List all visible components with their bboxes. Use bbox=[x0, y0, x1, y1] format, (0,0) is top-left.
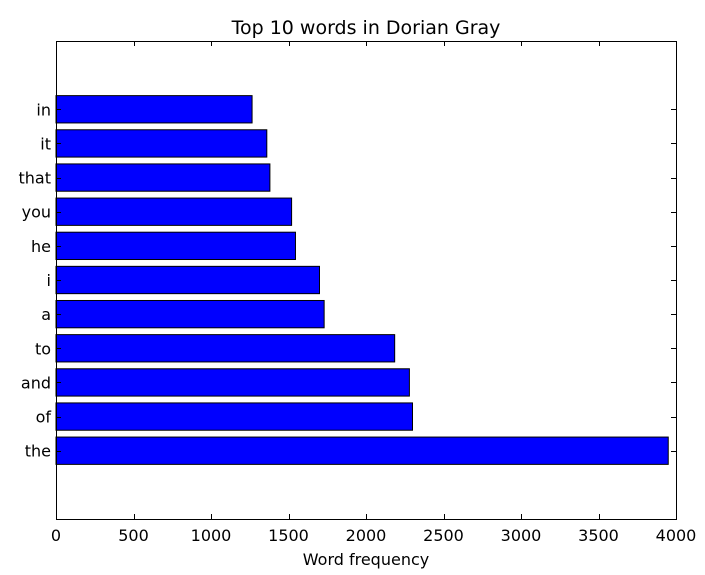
y-tick-label: i bbox=[47, 271, 51, 290]
x-tick-label: 3500 bbox=[578, 526, 619, 545]
bar-of bbox=[55, 402, 413, 431]
x-tick-label: 0 bbox=[51, 526, 61, 545]
x-tick-label: 2500 bbox=[423, 526, 464, 545]
plot-frame bbox=[56, 41, 677, 520]
bar-it bbox=[55, 129, 268, 158]
y-tick-label: and bbox=[21, 373, 51, 392]
x-tick-label: 1000 bbox=[191, 526, 232, 545]
y-tick-label: the bbox=[25, 442, 51, 461]
bar-you bbox=[55, 197, 293, 226]
x-axis-label: Word frequency bbox=[303, 550, 429, 569]
x-tick-label: 4000 bbox=[656, 526, 697, 545]
bar-that bbox=[55, 163, 271, 192]
x-tick-label: 1500 bbox=[268, 526, 309, 545]
y-tick-label: he bbox=[31, 237, 51, 256]
bar-and bbox=[55, 368, 410, 397]
x-tick-label: 3000 bbox=[501, 526, 542, 545]
y-tick-label: it bbox=[40, 134, 51, 153]
y-tick-label: of bbox=[36, 408, 52, 427]
bar-he bbox=[55, 231, 296, 261]
y-tick-label: that bbox=[19, 169, 52, 188]
y-tick-label: you bbox=[22, 203, 51, 222]
y-tick-label: in bbox=[36, 100, 51, 119]
bar-to bbox=[55, 334, 396, 363]
y-tick-label: to bbox=[35, 339, 51, 358]
chart-title: Top 10 words in Dorian Gray bbox=[231, 17, 501, 39]
bar-the bbox=[55, 436, 669, 465]
bar-i bbox=[55, 265, 320, 295]
ticks: the of and to ai he you that it in 0 500 1000 1500 200… bbox=[19, 41, 697, 545]
bar-a bbox=[55, 299, 325, 329]
bar-in bbox=[55, 95, 253, 124]
bars bbox=[55, 95, 669, 465]
x-tick-label: 500 bbox=[118, 526, 149, 545]
y-tick-label: a bbox=[41, 305, 51, 324]
x-tick-label: 2000 bbox=[346, 526, 387, 545]
